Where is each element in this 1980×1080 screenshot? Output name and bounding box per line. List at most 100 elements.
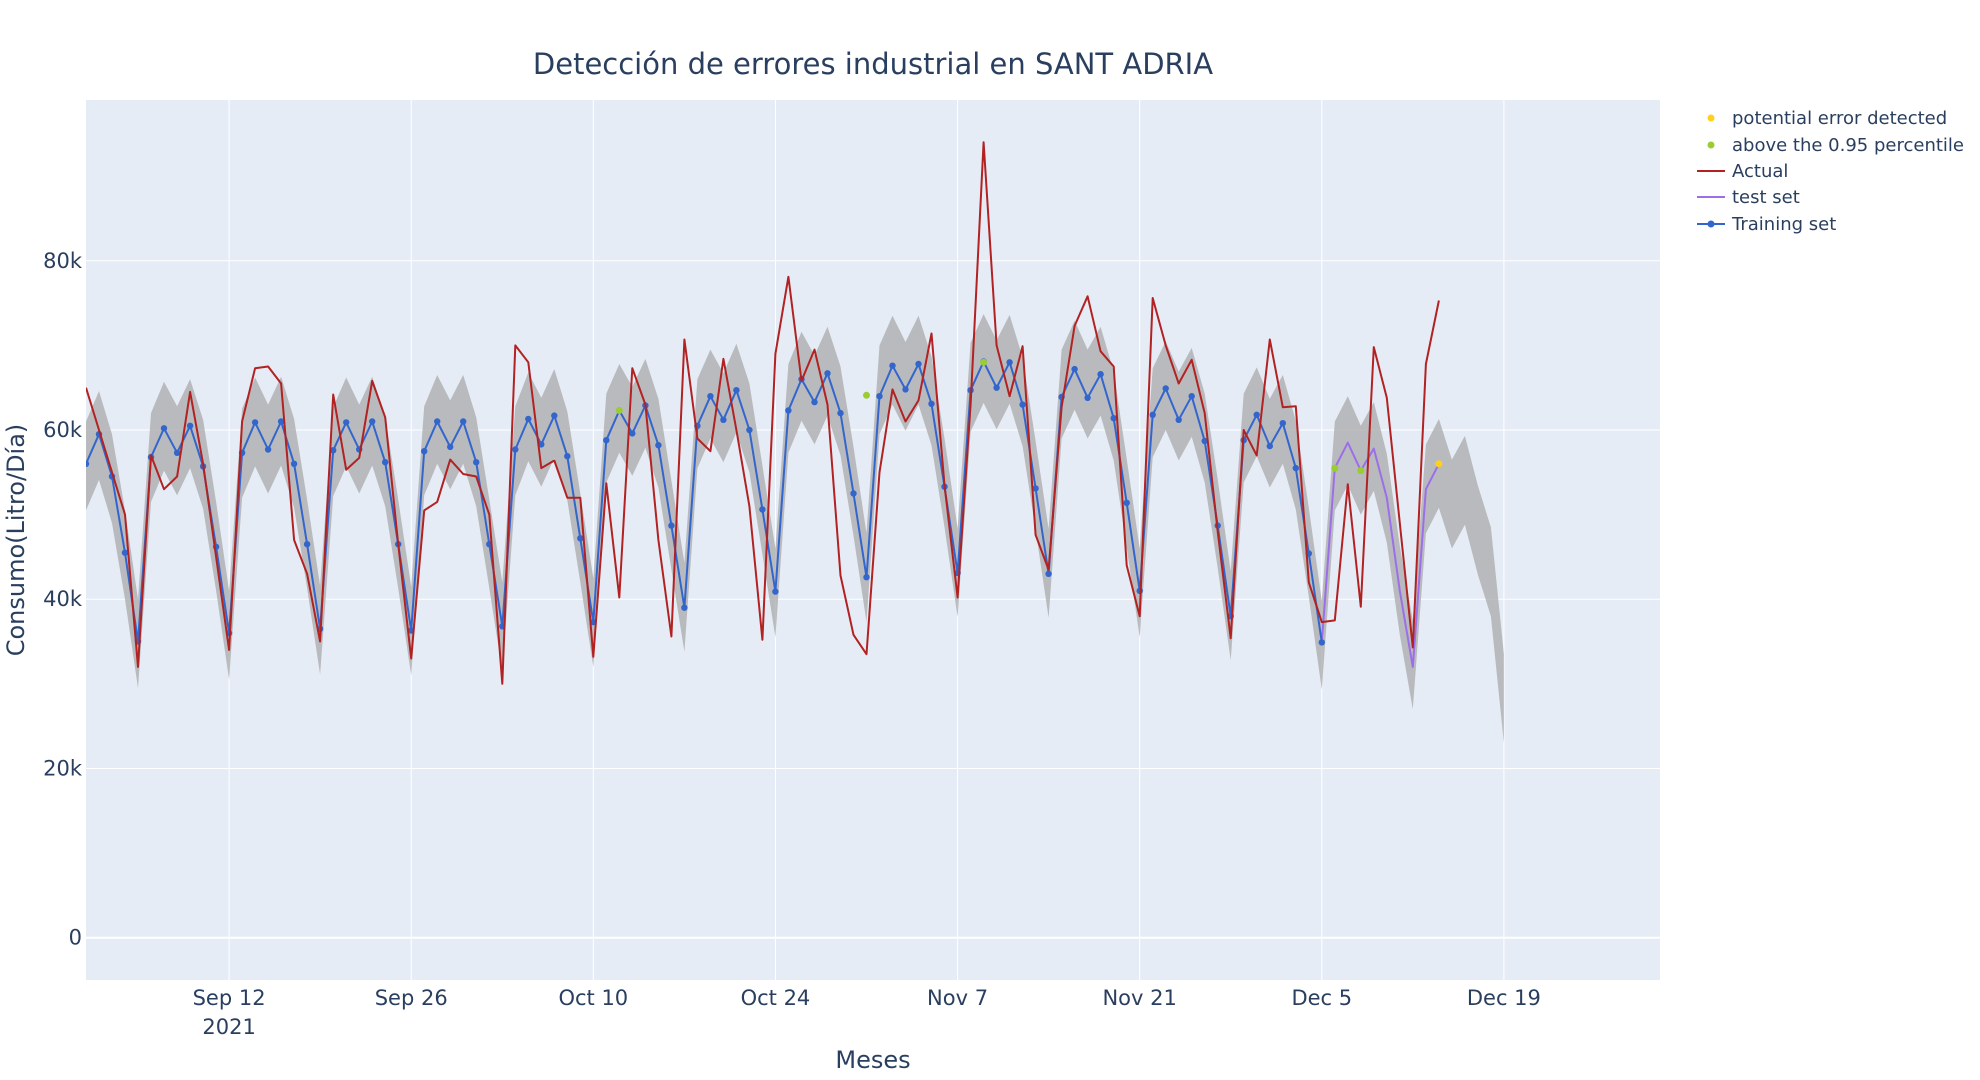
training-point: [1006, 359, 1013, 366]
actual-line: [86, 141, 1440, 685]
y-tick-label: 40k: [43, 587, 83, 611]
training-point: [876, 393, 883, 400]
training-point: [1110, 415, 1117, 422]
x-tick-label: Sep 26: [375, 986, 448, 1010]
training-point: [538, 441, 545, 448]
confidence-band-area: [86, 314, 1504, 744]
training-point: [1279, 420, 1287, 427]
training-point: [681, 604, 688, 611]
x-tick-sublabel: 2021: [202, 1015, 255, 1039]
confidence-band: [86, 314, 1504, 744]
percentile-point: [1331, 464, 1339, 472]
training-point: [186, 422, 194, 429]
training-point: [1084, 394, 1091, 401]
training-point: [707, 393, 714, 400]
training-point: [264, 446, 272, 453]
training-point: [889, 362, 896, 369]
grid: [86, 100, 1660, 980]
training-point: [1019, 401, 1026, 408]
training-point: [160, 425, 168, 432]
y-tick-label: 20k: [43, 756, 83, 780]
legend-label-above-percentile: above the 0.95 percentile: [1732, 135, 1964, 156]
training-point: [1123, 499, 1130, 506]
training-point: [251, 419, 259, 426]
legend-item-potential-error[interactable]: potential error detected: [1707, 108, 1948, 129]
training-point: [447, 443, 454, 451]
training-point: [915, 360, 922, 368]
training-point: [421, 448, 428, 455]
training-point: [1292, 464, 1300, 472]
test-set-line: [1320, 441, 1440, 668]
training-point: [759, 506, 766, 513]
legend-item-actual[interactable]: Actual: [1697, 161, 1788, 182]
training-point: [1032, 485, 1039, 492]
legend-item-test-set[interactable]: test set: [1697, 187, 1800, 208]
percentile-point: [1357, 467, 1365, 475]
training-point: [746, 426, 753, 434]
training-point: [1175, 416, 1182, 423]
training-point: [343, 419, 350, 426]
x-tick-label: Dec 19: [1467, 986, 1541, 1010]
training-point: [1162, 385, 1169, 392]
legend-item-training-set[interactable]: Training set: [1697, 214, 1836, 235]
training-point: [121, 549, 129, 556]
x-axis-title: Meses: [835, 1046, 910, 1074]
training-point: [837, 409, 844, 417]
training-point: [525, 415, 532, 423]
training-point: [629, 430, 636, 437]
x-tick-label: Nov 7: [927, 986, 988, 1010]
percentile-point: [615, 407, 623, 414]
training-point: [434, 418, 441, 425]
training-point: [460, 418, 467, 425]
percentile-point: [863, 391, 870, 399]
training-point: [655, 442, 662, 449]
x-ticks: Sep 12 2021 Sep 26 Oct 10 Oct 24 Nov 7 Nov 21 D…: [193, 986, 1541, 1039]
y-tick-label: 80k: [43, 249, 83, 273]
training-point: [928, 400, 935, 407]
training-point: [1045, 570, 1052, 577]
training-point: [603, 437, 610, 444]
training-point: [1253, 411, 1260, 418]
legend-marker-above-percentile: [1707, 141, 1715, 149]
training-point: [733, 387, 740, 394]
legend-item-above-percentile[interactable]: above the 0.95 percentile: [1707, 135, 1965, 156]
legend-label-training-set: Training set: [1731, 214, 1836, 235]
training-point: [1266, 442, 1274, 450]
training-point: [1097, 371, 1104, 378]
training-point: [330, 447, 337, 454]
training-point: [863, 574, 870, 581]
training-point: [824, 370, 831, 377]
series-layer: [86, 141, 1443, 685]
training-point: [577, 535, 584, 542]
training-point: [1149, 411, 1156, 418]
training-point: [785, 407, 792, 414]
training-point: [811, 398, 818, 406]
x-tick-label: Sep 12: [193, 986, 266, 1010]
y-tick-label: 0: [69, 926, 82, 950]
training-point: [668, 522, 675, 529]
legend-label-potential-error: potential error detected: [1732, 108, 1947, 129]
training-point: [1201, 437, 1208, 445]
x-tick-label: Oct 24: [741, 986, 811, 1010]
legend-marker-training-set: [1707, 220, 1715, 228]
training-point: [850, 490, 857, 497]
legend-label-actual: Actual: [1732, 161, 1788, 182]
percentile-point: [980, 358, 988, 366]
y-ticks: 0 20k 40k 60k 80k: [43, 249, 83, 950]
legend: potential error detected above the 0.95 …: [1697, 108, 1964, 235]
y-tick-label: 60k: [43, 418, 83, 442]
training-point: [1071, 365, 1078, 373]
training-point: [720, 416, 727, 423]
training-point: [382, 459, 389, 466]
training-set-line: [86, 360, 1323, 643]
x-tick-label: Dec 5: [1291, 986, 1352, 1010]
training-point: [277, 418, 285, 425]
training-point: [512, 446, 519, 453]
legend-marker-potential-error: [1707, 114, 1715, 122]
training-point: [551, 412, 558, 419]
training-point: [564, 453, 571, 460]
training-point: [369, 418, 376, 425]
training-point: [1318, 639, 1326, 646]
error-point: [1435, 460, 1443, 468]
